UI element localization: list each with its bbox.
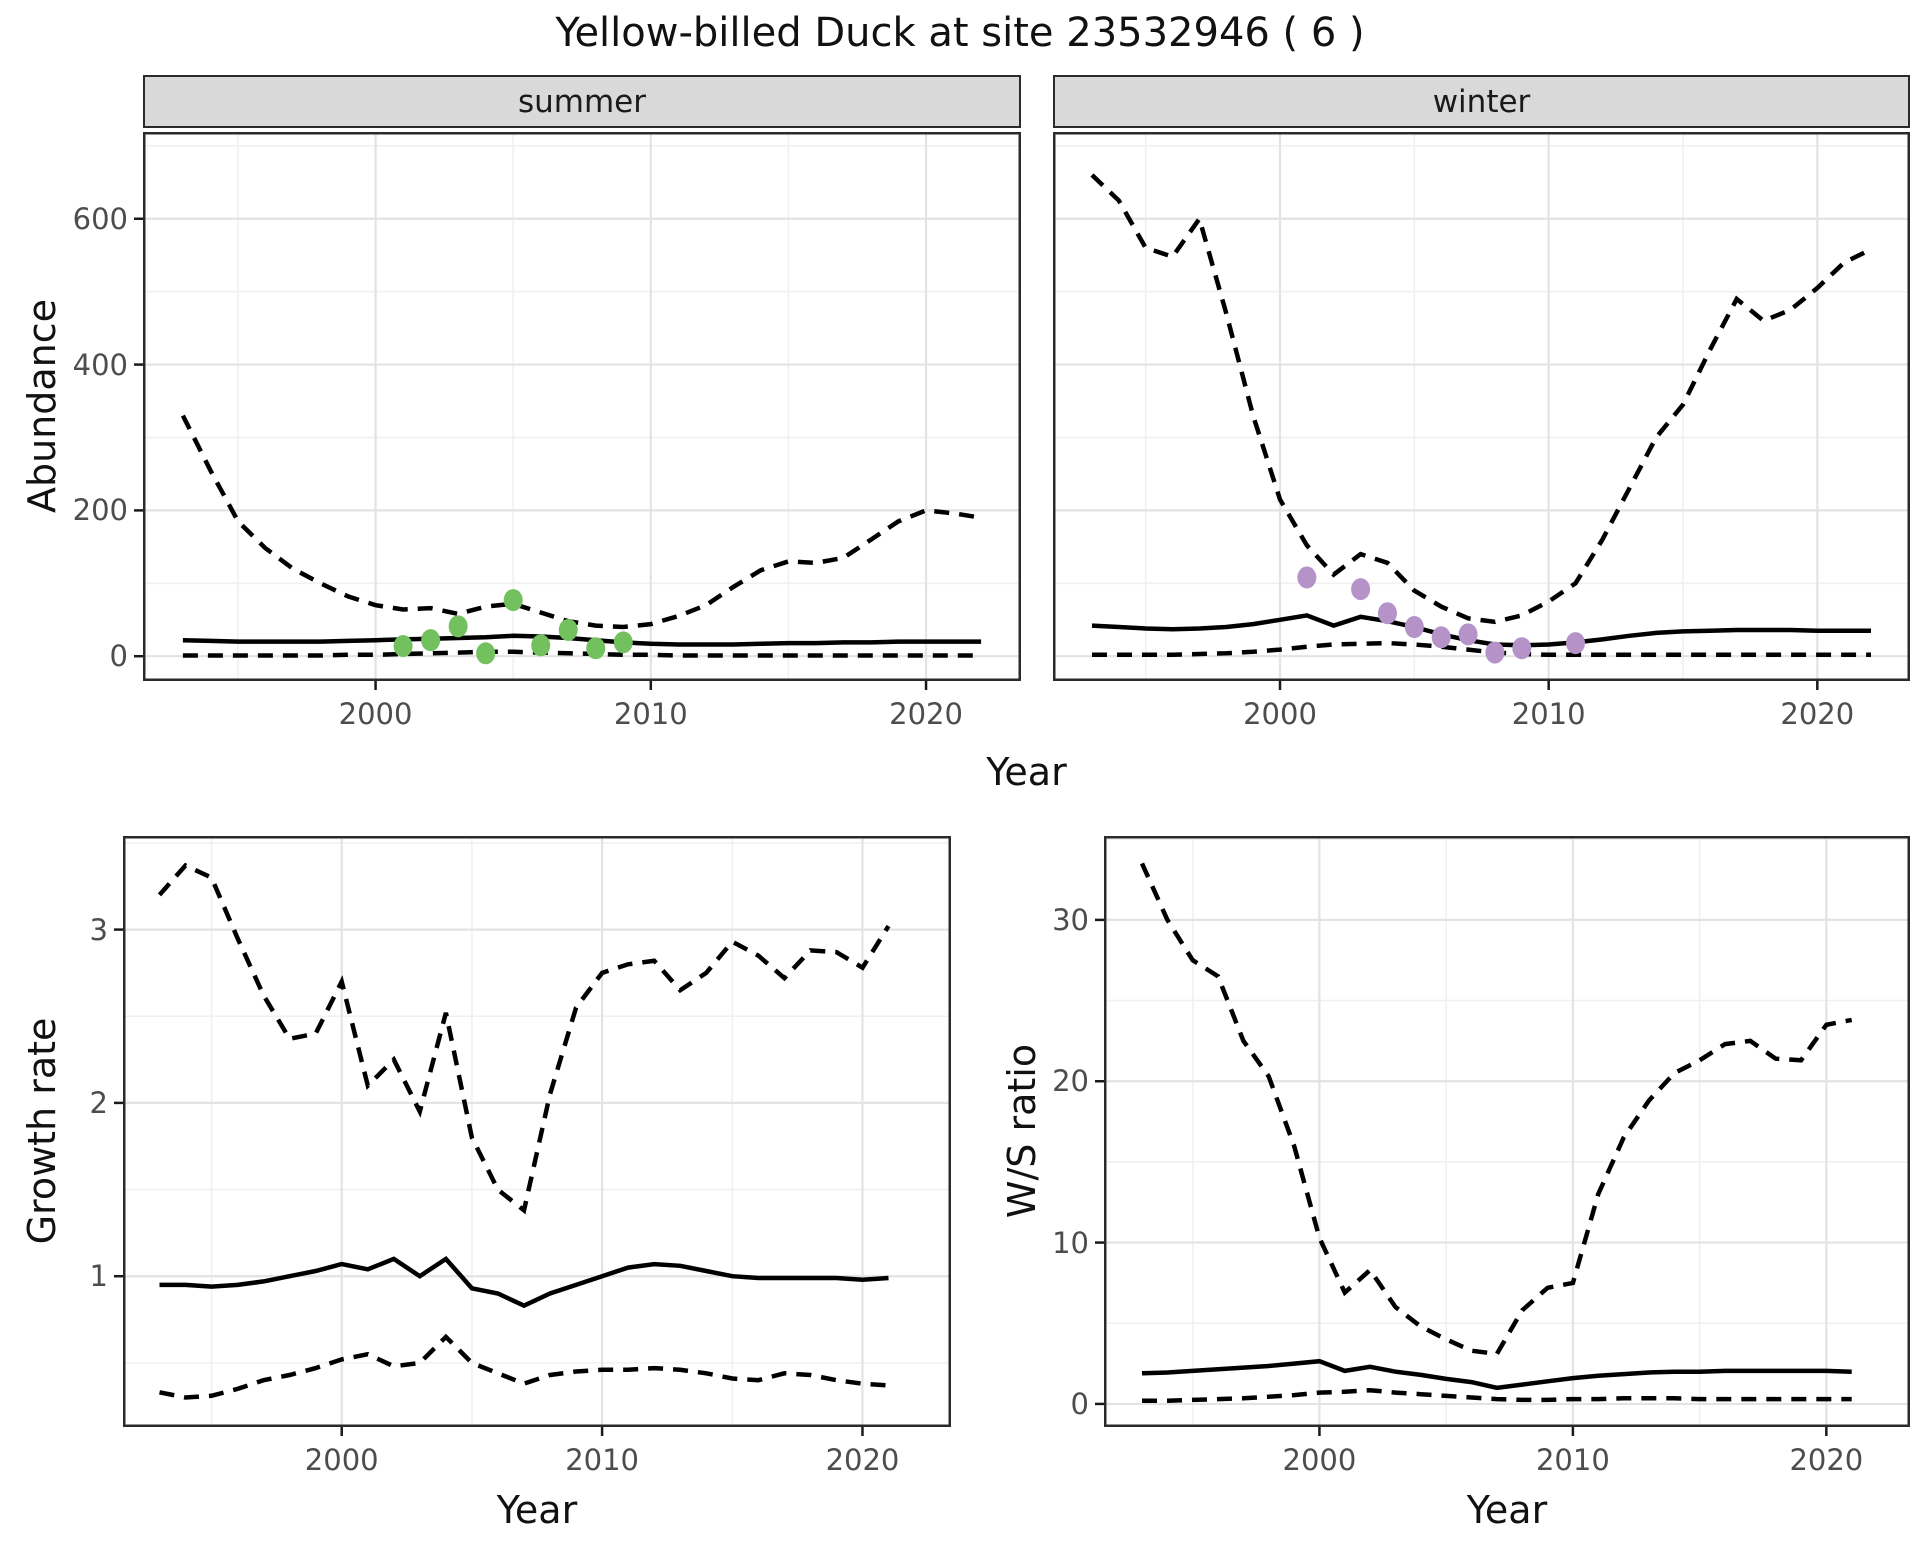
x-tick-label: 2020 [889,697,963,731]
y-tick-label: 0 [109,639,128,674]
ws-ratio-chart [1095,836,1910,1436]
x-tick-label: 2000 [1243,697,1317,731]
ws-x-axis-title: Year [1466,1488,1548,1532]
observed-counts-point [476,642,496,665]
median-line [182,633,982,647]
y-tick-label: 20 [1052,1064,1089,1099]
top-x-axis-title: Year [986,750,1067,794]
observed-counts-point [1297,566,1317,589]
y-tick-label: 10 [1052,1225,1089,1260]
growth-rate-chart [114,836,951,1436]
facet-strip-summer: summer [143,75,1021,128]
abundance-y-axis-title: Abundance [20,298,64,514]
upper-ci-line [157,862,891,1215]
x-tick-label: 2000 [304,1443,379,1477]
observed-counts-point [1431,626,1451,649]
upper-ci-line [180,414,982,630]
observed-counts-point [1404,616,1424,639]
observed-counts-point [1485,641,1505,664]
x-tick-label: 2010 [1535,1443,1610,1477]
growth-x-axis-title: Year [496,1488,578,1532]
observed-counts-point [613,631,633,654]
growth-rate-y-axis-title: Growth rate [20,1017,64,1245]
lower-ci-line [159,1333,889,1400]
upper-ci-line [1139,862,1853,1357]
median-line [1141,1358,1852,1391]
x-tick-label: 2000 [1282,1443,1357,1477]
panel-border [123,836,951,1427]
panel-border [143,132,1021,681]
y-tick-label: 2 [89,1085,108,1120]
upper-ci-line [1090,173,1872,625]
observed-counts-point [558,618,578,641]
panel-border [1104,836,1910,1427]
lower-ci-line [182,649,982,658]
plot-title: Yellow-billed Duck at site 23532946 ( 6 … [555,10,1365,56]
y-tick-label: 1 [89,1259,108,1294]
facet-strip-winter: winter [1053,75,1910,128]
summer-abundance-chart [134,132,1021,690]
median-line [1091,613,1871,648]
median-line [159,1255,889,1309]
observed-counts-point [586,637,606,660]
lower-ci-line [1142,1387,1852,1403]
winter-abundance-chart [1053,132,1910,690]
observed-counts-point [1566,632,1586,655]
x-tick-label: 2020 [1780,697,1855,731]
observed-counts-point [448,615,468,638]
observed-counts-point [1458,623,1478,646]
observed-counts-point [531,634,551,657]
x-tick-label: 2010 [1511,697,1586,731]
observed-counts-point [1377,602,1397,625]
y-tick-label: 400 [72,347,128,382]
y-tick-label: 3 [89,912,108,947]
observed-counts-point [1512,637,1532,660]
y-tick-label: 30 [1052,902,1089,937]
lower-ci-line [1092,640,1871,658]
x-tick-label: 2020 [1789,1443,1864,1477]
x-tick-label: 2020 [825,1443,900,1477]
observed-counts-point [503,589,523,612]
y-tick-label: 200 [72,493,128,528]
x-tick-label: 2010 [565,1443,639,1477]
facet-strip-winter-label: winter [1432,83,1531,120]
x-tick-label: 2010 [613,697,688,731]
observed-counts-point [421,629,441,652]
y-tick-label: 0 [1070,1386,1089,1421]
x-tick-label: 2000 [338,697,413,731]
observed-counts-point [1351,578,1371,601]
facet-strip-summer-label: summer [517,83,646,120]
observed-counts-point [393,635,413,658]
y-tick-label: 600 [72,201,128,236]
panel-border [1053,132,1910,681]
